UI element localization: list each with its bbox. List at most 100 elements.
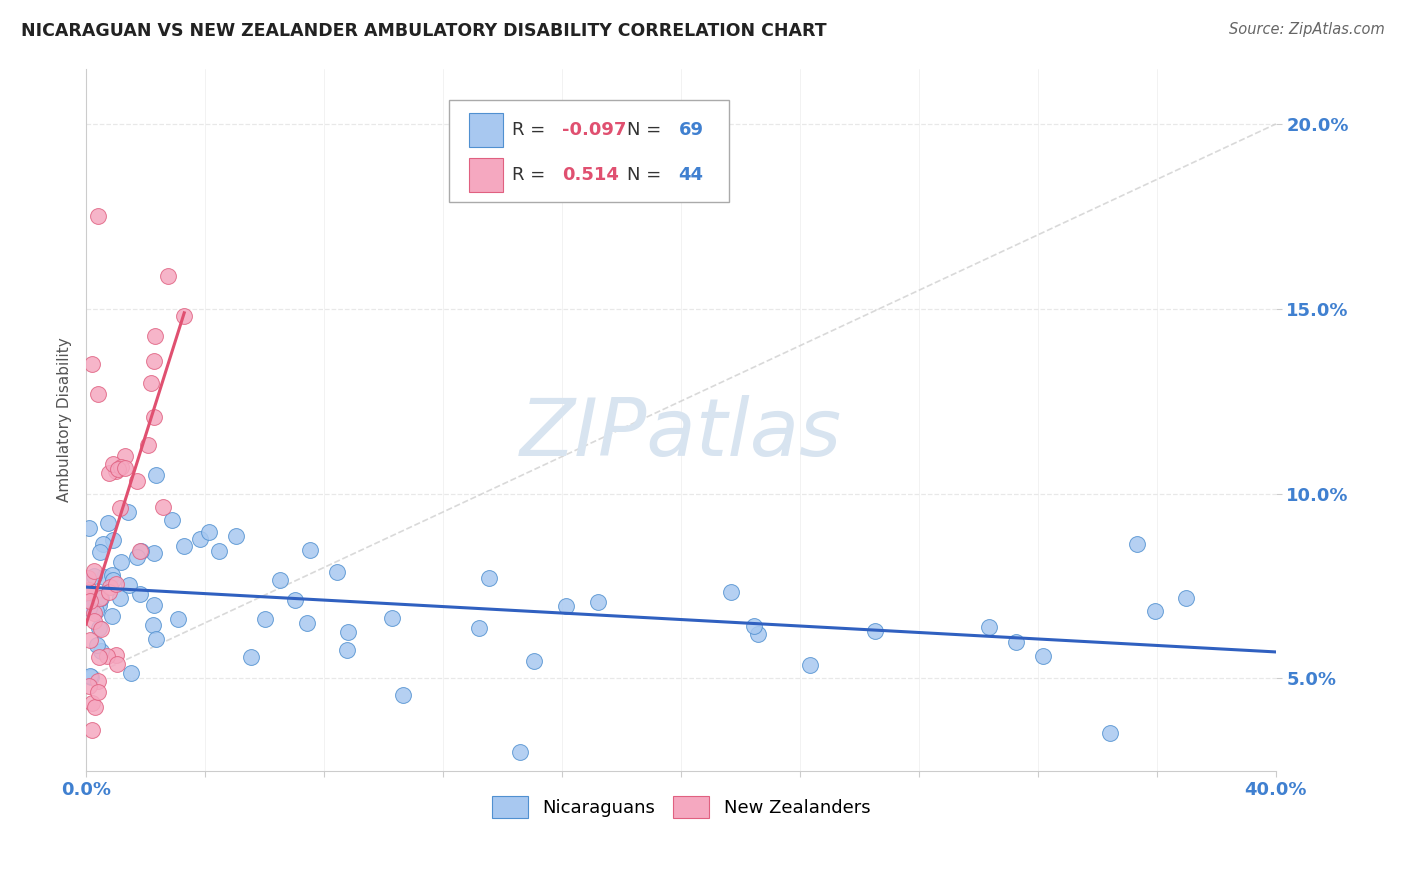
Point <box>1126 537 1149 551</box>
Point <box>198 525 221 540</box>
Point <box>117 504 139 518</box>
Point <box>863 624 886 638</box>
Point <box>239 650 262 665</box>
Point <box>77 521 100 535</box>
Point <box>101 533 124 547</box>
Point <box>125 474 148 488</box>
Point <box>108 501 131 516</box>
Point <box>747 626 769 640</box>
Point <box>478 571 501 585</box>
Text: N =: N = <box>627 121 668 139</box>
Point <box>269 573 291 587</box>
Point <box>157 268 180 283</box>
Point <box>80 696 103 710</box>
Point <box>107 461 129 475</box>
Point <box>336 625 359 640</box>
Point <box>100 609 122 624</box>
Point <box>110 555 132 569</box>
Point <box>87 387 110 401</box>
Point <box>586 594 609 608</box>
Point <box>295 615 318 630</box>
Point <box>142 409 165 424</box>
Point <box>104 648 127 663</box>
Point <box>76 585 98 599</box>
Point <box>104 577 127 591</box>
FancyBboxPatch shape <box>449 100 728 202</box>
Text: Source: ZipAtlas.com: Source: ZipAtlas.com <box>1229 22 1385 37</box>
Point <box>160 513 183 527</box>
Point <box>190 532 212 546</box>
Point <box>143 329 166 343</box>
Point <box>87 650 110 665</box>
Point <box>166 611 188 625</box>
Point <box>523 654 546 668</box>
Point <box>509 745 531 759</box>
Point <box>554 599 576 614</box>
Point <box>97 516 120 531</box>
Point <box>128 543 150 558</box>
Point <box>131 543 153 558</box>
Point <box>101 573 124 587</box>
Point <box>208 543 231 558</box>
Point <box>83 607 105 621</box>
Point <box>87 685 110 699</box>
Point <box>1174 591 1197 606</box>
Point <box>1144 604 1167 618</box>
Point <box>90 644 112 658</box>
Point <box>77 680 100 694</box>
Point <box>97 585 120 599</box>
Point <box>225 529 247 543</box>
Point <box>96 649 118 664</box>
Point <box>120 666 142 681</box>
Point <box>89 545 111 559</box>
Text: N =: N = <box>627 166 668 184</box>
Point <box>336 643 359 657</box>
Text: R =: R = <box>512 166 551 184</box>
Point <box>76 571 98 585</box>
Point <box>104 464 127 478</box>
Point <box>110 459 132 474</box>
Point <box>742 619 765 633</box>
Point <box>145 468 167 483</box>
Text: -0.097: -0.097 <box>562 121 627 139</box>
Point <box>82 723 104 738</box>
Point <box>128 587 150 601</box>
Point <box>1005 635 1028 649</box>
Text: ZIPatlas: ZIPatlas <box>520 394 842 473</box>
Point <box>118 578 141 592</box>
Text: NICARAGUAN VS NEW ZEALANDER AMBULATORY DISABILITY CORRELATION CHART: NICARAGUAN VS NEW ZEALANDER AMBULATORY D… <box>21 22 827 40</box>
Legend: Nicaraguans, New Zealanders: Nicaraguans, New Zealanders <box>485 789 877 825</box>
Point <box>93 570 115 584</box>
Point <box>152 500 174 514</box>
Point <box>145 632 167 646</box>
Point <box>283 593 305 607</box>
Point <box>142 617 165 632</box>
Point <box>381 610 404 624</box>
Point <box>799 658 821 673</box>
Point <box>87 621 110 635</box>
Point <box>89 591 111 606</box>
Point <box>325 566 347 580</box>
Point <box>100 568 122 582</box>
Point <box>97 466 120 480</box>
Point <box>91 536 114 550</box>
Point <box>86 638 108 652</box>
Point <box>108 591 131 605</box>
Point <box>79 632 101 647</box>
Point <box>1032 648 1054 663</box>
Point <box>253 611 276 625</box>
Point <box>173 309 195 323</box>
Point <box>105 657 128 671</box>
Point <box>90 622 112 636</box>
Point <box>90 591 112 605</box>
Bar <box>470 158 502 192</box>
Point <box>114 461 136 475</box>
Point <box>86 673 108 688</box>
Point <box>77 583 100 598</box>
Point <box>720 584 742 599</box>
Text: R =: R = <box>512 121 551 139</box>
Bar <box>470 113 502 147</box>
Point <box>79 670 101 684</box>
Point <box>80 357 103 371</box>
Point <box>392 688 415 702</box>
